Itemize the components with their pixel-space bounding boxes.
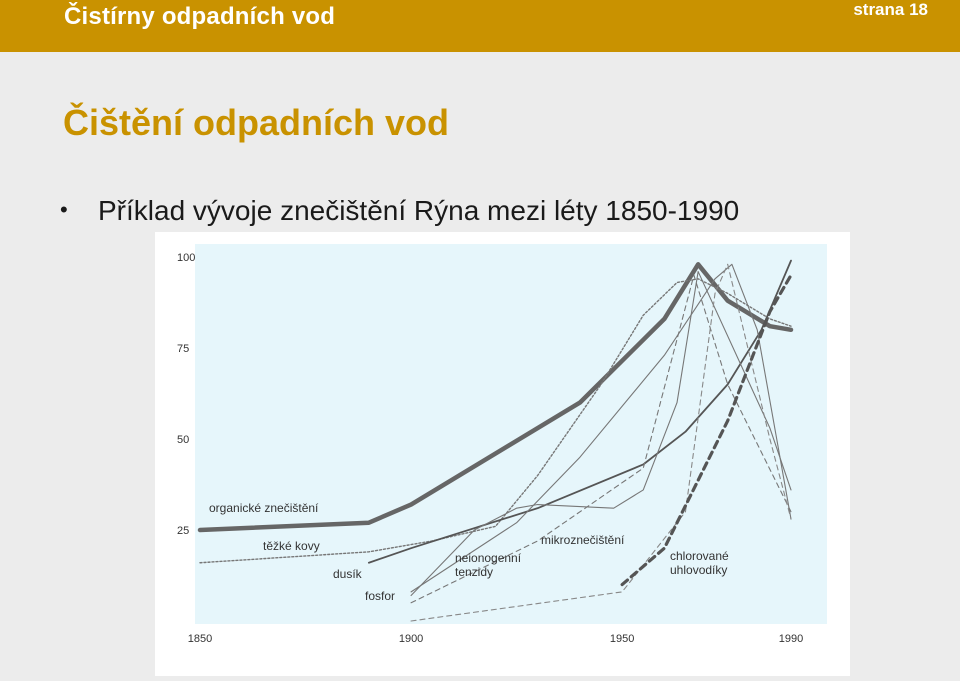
annotation-label: těžké kovy bbox=[263, 539, 320, 553]
x-tick-label: 1990 bbox=[779, 633, 803, 645]
page-number: strana 18 bbox=[853, 0, 928, 19]
slide-heading: Čištění odpadních vod bbox=[63, 102, 450, 143]
x-tick-label: 1850 bbox=[188, 633, 212, 645]
chart-container: 25 50 75 100 1850 1900 1950 1990 organické zneči… bbox=[155, 232, 850, 676]
rhine-pollution-chart: 25 50 75 100 1850 1900 1950 1990 organické zneči… bbox=[177, 244, 827, 645]
bullet-item: • Příklad vývoje znečištění Rýna mezi lét… bbox=[60, 195, 739, 227]
y-tick-label: 50 bbox=[177, 434, 189, 446]
series-line-2 bbox=[367, 259, 792, 564]
annotation-label: organické znečištění bbox=[209, 501, 319, 515]
series-line-1 bbox=[199, 278, 792, 564]
series-line-4 bbox=[410, 271, 792, 597]
annotation-label: fosfor bbox=[365, 589, 395, 603]
presentation-title: Čistírny odpadních vod bbox=[64, 3, 336, 30]
bullet-icon: • bbox=[60, 197, 68, 222]
annotation-label: dusík bbox=[333, 567, 363, 581]
annotation-label: neionogenní bbox=[455, 551, 522, 565]
x-tick-label: 1950 bbox=[610, 633, 634, 645]
series-line-3 bbox=[410, 263, 792, 593]
bullet-text: Příklad vývoje znečištění Rýna mezi léty… bbox=[98, 195, 740, 226]
annotation-label: mikroznečištění bbox=[541, 533, 625, 547]
annotation-label: tenzidy bbox=[455, 565, 493, 579]
header-bar: Čistírny odpadních vod strana 18 bbox=[0, 0, 960, 52]
series-line-7 bbox=[620, 273, 793, 587]
x-tick-label: 1900 bbox=[399, 633, 423, 645]
annotation-label: chlorované bbox=[670, 549, 729, 563]
y-tick-label: 25 bbox=[177, 525, 189, 537]
y-tick-label: 75 bbox=[177, 343, 189, 355]
annotation-label: uhlovodíky bbox=[670, 563, 727, 577]
series-line-6 bbox=[410, 263, 792, 622]
series-line-0 bbox=[197, 262, 794, 533]
y-tick-label: 100 bbox=[177, 252, 195, 264]
